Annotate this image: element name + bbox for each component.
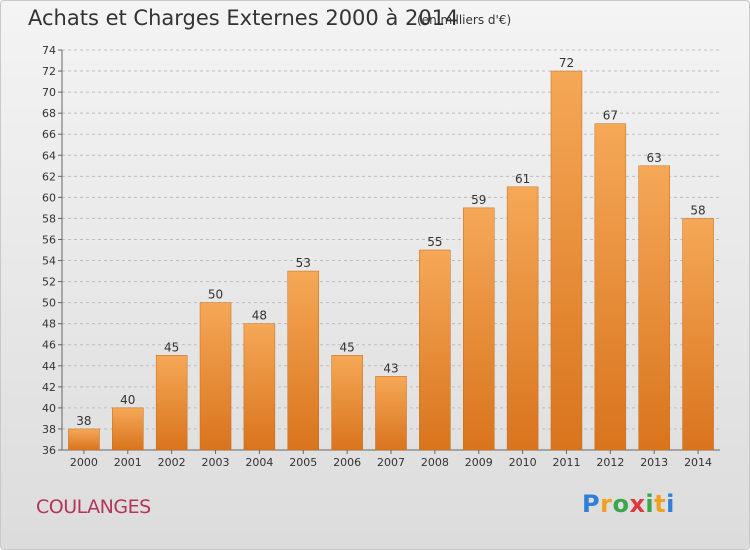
logo-letter: r [600,490,613,518]
bar [638,165,670,451]
x-tick-label: 2012 [596,456,624,469]
y-tick-label: 62 [42,170,56,183]
data-label: 43 [383,361,398,375]
y-tick-label: 38 [42,423,56,436]
logo-letter: i [666,490,675,518]
bar [331,355,363,451]
bar [682,218,714,451]
x-tick-label: 2005 [289,456,317,469]
chart-subtitle: (en milliers d'€) [417,13,512,27]
bar [375,376,407,451]
bar [112,407,144,451]
x-tick-label: 2008 [421,456,449,469]
y-tick-label: 66 [42,128,56,141]
y-tick-label: 54 [42,255,56,268]
logo-letter: P [582,490,601,518]
x-tick-label: 2011 [552,456,580,469]
place-name: COULANGES [36,496,151,518]
y-tick-label: 64 [42,149,56,162]
x-tick-label: 2014 [684,456,712,469]
data-label: 67 [603,109,618,123]
data-label: 58 [690,203,705,217]
x-tick-label: 2013 [640,456,668,469]
data-label: 38 [76,414,91,428]
bar [199,302,232,451]
y-tick-label: 74 [42,44,56,57]
bar [506,186,539,451]
x-tick-label: 2002 [158,456,186,469]
data-label: 50 [208,288,223,302]
y-tick-label: 58 [42,212,56,225]
y-tick-label: 70 [42,86,56,99]
data-label: 53 [296,256,311,270]
x-tick-label: 2007 [377,456,405,469]
data-label: 55 [427,235,442,249]
bar [550,70,583,451]
bar [155,355,188,451]
y-tick-label: 44 [42,360,56,373]
bar [287,270,320,451]
data-label: 48 [252,309,267,323]
logo-letter: x [629,490,646,518]
data-label: 72 [559,56,574,70]
x-tick-label: 2010 [509,456,537,469]
y-tick-label: 52 [42,276,56,289]
data-label: 45 [339,340,354,354]
y-tick-label: 48 [42,318,56,331]
proxiti-logo: Proxiti [582,490,675,518]
x-tick-label: 2004 [245,456,273,469]
bar [419,249,451,451]
y-tick-label: 42 [42,381,56,394]
bar [462,207,495,451]
data-label: 63 [647,151,662,165]
bar [243,323,276,451]
x-tick-label: 2000 [70,456,98,469]
x-tick-label: 2006 [333,456,361,469]
y-tick-label: 56 [42,233,56,246]
y-tick-label: 40 [42,402,56,415]
bar [594,123,627,451]
x-tick-label: 2009 [465,456,493,469]
y-tick-label: 36 [42,444,56,457]
bar [68,428,100,451]
logo-letter: i [645,490,655,518]
y-tick-label: 46 [42,339,56,352]
chart-title: Achats et Charges Externes 2000 à 2014 [28,6,459,30]
y-tick-label: 60 [42,191,56,204]
logo-letter: t [654,490,667,518]
y-tick-label: 68 [42,107,56,120]
data-label: 45 [164,340,179,354]
data-label: 59 [471,193,486,207]
y-tick-label: 50 [42,297,56,310]
x-tick-label: 2001 [114,456,142,469]
data-label: 40 [120,393,135,407]
data-label: 61 [515,172,530,186]
y-tick-label: 72 [42,65,56,78]
logo-letter: o [612,490,630,518]
x-tick-label: 2003 [202,456,230,469]
